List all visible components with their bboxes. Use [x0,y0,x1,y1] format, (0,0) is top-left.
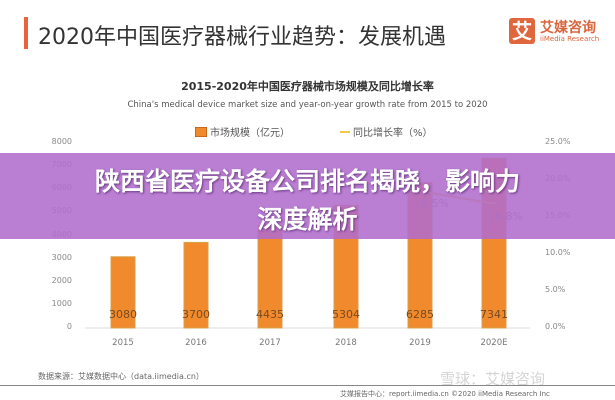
left-axis-tick: 0 [66,322,72,331]
x-axis-tick: 2020E [480,338,508,348]
right-axis-tick: 5.0% [545,285,566,294]
chart-subtitle: China's medical device market size and y… [127,100,488,110]
footer-divider [0,385,615,386]
data-source: 数据来源：艾媒数据中心（data.iimedia.cn） [38,372,204,381]
watermark: 雪球：艾媒咨询 [440,370,546,388]
left-axis-tick: 2000 [51,275,72,285]
legend-label: 同比增长率（%） [353,128,433,139]
logo-name: 艾媒咨询 [540,20,596,36]
title-accent-bar [24,17,28,49]
right-axis-tick: 25.0% [545,137,571,146]
legend-item-bar: 市场规模（亿元） [195,124,290,139]
page-title: 2020年中国医疗器械行业趋势：发展机遇 [38,25,446,50]
overlay-banner [0,153,615,239]
footer-report: 艾媒报告中心：report.iimedia.cn ©2020 iiMedia R… [340,390,550,398]
bar-data-label: 4435 [256,308,284,321]
bar [110,256,136,329]
logo-icon: 艾 [509,18,535,44]
left-axis-tick: 1000 [51,298,72,308]
chart-title: 2015-2020年中国医疗器械市场规模及同比增长率 [181,80,434,93]
x-axis-tick: 2018 [335,338,357,348]
overlay-headline-line1: 陕西省医疗设备公司排名揭晓，影响力 [94,167,520,196]
left-axis-tick: 3000 [51,252,72,262]
legend-item-line: 同比增长率（%） [340,124,433,139]
legend-label: 市场规模（亿元） [210,128,290,139]
x-axis-tick: 2019 [409,338,431,348]
bar [257,224,283,329]
legend-swatch-bar [195,126,207,137]
bar-data-label: 5304 [332,308,360,321]
left-axis-tick: 8000 [51,137,72,146]
x-axis-tick: 2016 [185,338,207,348]
right-axis-tick: 10.0% [545,248,571,257]
bar-data-label: 6285 [406,308,434,321]
bar [183,241,209,329]
logo-subtitle: iiMedia Research [540,35,600,43]
bar-data-label: 3700 [182,308,210,321]
overlay-headline-line2: 深度解析 [257,205,358,234]
legend-swatch-line [340,130,350,133]
bar-data-label: 3080 [109,308,137,321]
x-axis-tick: 2015 [112,338,134,348]
bar-data-label: 7341 [480,308,508,321]
right-axis-tick: 0.0% [545,322,566,331]
x-axis-tick: 2017 [259,338,281,348]
